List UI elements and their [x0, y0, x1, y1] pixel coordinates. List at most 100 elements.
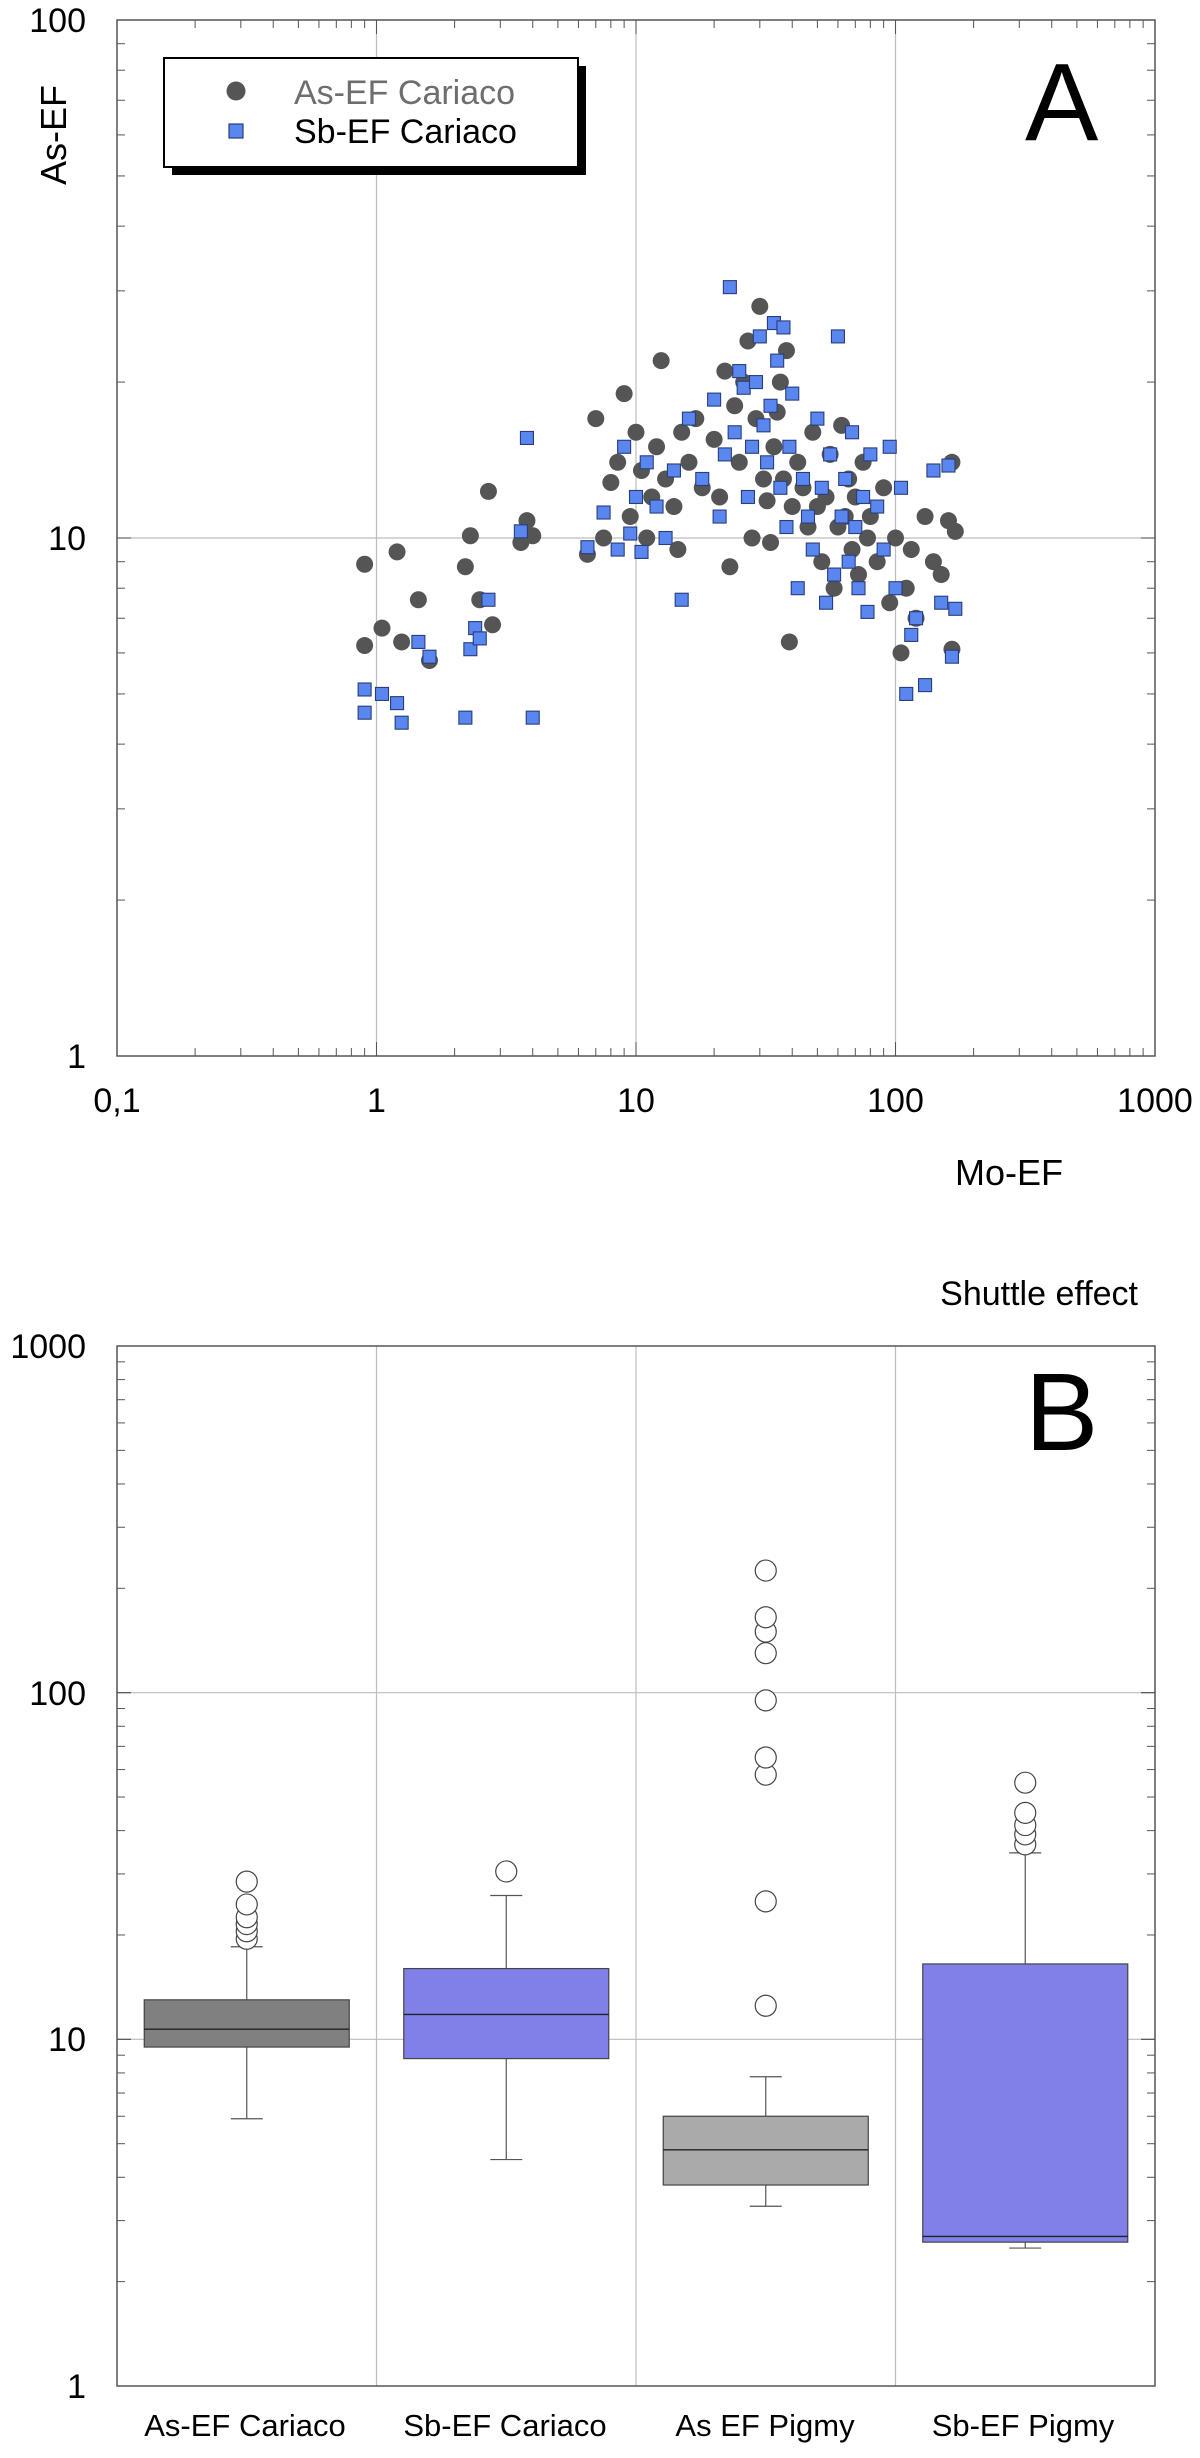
as-ef-cariaco-point	[615, 385, 633, 403]
as-ef-cariaco-point	[652, 352, 670, 370]
sb-ef-cariaco-point	[934, 595, 949, 610]
as-ef-cariaco-point	[373, 619, 391, 637]
panel-a-legend: As-EF Cariaco Sb-EF Cariaco	[163, 57, 586, 175]
as-ef-cariaco-point	[721, 558, 739, 576]
as-ef-cariaco-point	[758, 492, 776, 510]
panel-a-letter-label: A	[1025, 41, 1099, 164]
sb-ef-cariaco-point	[752, 329, 767, 344]
sb-ef-cariaco-point	[944, 649, 959, 664]
panel-b-category-sb-ef-cariaco: Sb-EF Cariaco	[403, 2408, 606, 2443]
as-ef-pigmy-outlier	[754, 1994, 777, 2017]
sb-ef-cariaco-point	[617, 439, 632, 454]
as-ef-cariaco-point	[849, 566, 867, 584]
as-ef-cariaco-point	[902, 541, 920, 559]
sb-ef-cariaco-point	[819, 595, 834, 610]
sb-ef-pigmy-box	[922, 1963, 1129, 2243]
as-ef-cariaco-point	[587, 410, 605, 428]
panel-b-boxplot: Shuttle effect 1 10 100 1000 As-EF Caria…	[10, 1275, 1156, 2443]
as-ef-cariaco-point	[946, 522, 964, 540]
sb-ef-cariaco-point	[899, 686, 914, 701]
as-ef-cariaco-point	[825, 579, 843, 597]
as-ef-cariaco-point	[780, 633, 798, 651]
sb-ef-cariaco-point	[374, 686, 390, 701]
as-ef-cariaco-point	[804, 423, 822, 441]
panel-b-y-tick-1: 1	[67, 2368, 86, 2406]
panel-a-plot-frame	[116, 19, 1156, 1057]
as-ef-cariaco-point	[673, 423, 691, 441]
panel-b-y-tick-100: 100	[29, 1675, 86, 1713]
panel-b-boxes	[143, 1559, 1129, 2249]
sb-ef-cariaco-point	[805, 542, 820, 557]
sb-ef-cariaco-point	[844, 425, 860, 440]
sb-ef-cariaco-point	[681, 411, 697, 426]
panel-a-scatter: 0,1 1 10 100 1000 1 10 100 Mo-EF As-EF A…	[29, 2, 1193, 1193]
sb-ef-cariaco-point	[628, 489, 644, 505]
sb-ef-cariaco-point	[863, 447, 878, 462]
panel-b-category-sb-ef-pigmy: Sb-EF Pigmy	[932, 2408, 1115, 2443]
panel-b-plot-frame	[116, 1345, 1156, 2387]
sb-ef-cariaco-point	[472, 631, 487, 646]
sb-ef-cariaco-point	[830, 329, 845, 344]
panel-b-y-tick-10: 10	[48, 2021, 86, 2059]
sb-ef-cariaco-box	[403, 1967, 610, 2060]
as-ef-cariaco-point	[868, 553, 886, 571]
sb-ef-cariaco-point	[926, 463, 941, 478]
panel-a-x-tick-0-1: 0,1	[93, 1082, 140, 1120]
as-ef-cariaco-point	[456, 558, 474, 576]
sb-ef-cariaco-point	[918, 678, 933, 693]
as-ef-cariaco-point	[669, 541, 687, 559]
as-ef-cariaco-point	[609, 453, 627, 471]
as-ef-pigmy-outlier	[754, 1642, 777, 1665]
as-ef-cariaco-box	[143, 1999, 350, 2048]
as-ef-cariaco-point	[388, 543, 406, 561]
sb-ef-cariaco-point	[790, 581, 805, 596]
sb-ef-cariaco-point	[785, 386, 800, 401]
sb-ef-cariaco-point	[827, 567, 842, 582]
sb-ef-cariaco-point	[782, 439, 797, 454]
sb-ef-pigmy-outlier	[1014, 1801, 1037, 1824]
panel-a-x-tick-1000: 1000	[1117, 1082, 1193, 1120]
sb-ef-cariaco-point	[814, 480, 829, 495]
sb-ef-cariaco-point	[876, 542, 891, 557]
as-ef-cariaco-outlier	[235, 1893, 258, 1916]
as-ef-pigmy-outlier	[754, 1890, 777, 1913]
sb-ef-cariaco-point	[634, 544, 649, 559]
as-ef-cariaco-point	[924, 553, 942, 571]
as-ef-cariaco-point	[479, 482, 497, 500]
sb-ef-cariaco-point	[481, 592, 496, 607]
as-ef-cariaco-point	[916, 508, 934, 526]
panel-a-points	[356, 280, 964, 730]
sb-ef-cariaco-point	[941, 458, 956, 473]
as-ef-cariaco-point	[743, 529, 761, 547]
sb-ef-cariaco-point	[800, 509, 816, 524]
sb-ef-cariaco-point	[908, 611, 924, 626]
panel-a-x-axis-label: Mo-EF	[955, 1152, 1063, 1193]
as-ef-cariaco-point	[789, 453, 807, 471]
sb-ef-cariaco-point	[810, 411, 825, 426]
panel-b-title: Shuttle effect	[940, 1275, 1138, 1313]
as-ef-cariaco-point	[813, 553, 831, 571]
sb-ef-cariaco-point	[904, 627, 919, 642]
as-ef-cariaco-point	[765, 438, 783, 456]
sb-ef-cariaco-point	[870, 499, 885, 514]
as-ef-cariaco-point	[627, 423, 645, 441]
as-ef-cariaco-point	[356, 555, 374, 573]
sb-ef-cariaco-point	[666, 463, 681, 478]
panel-b-category-as-ef-cariaco: As-EF Cariaco	[144, 2408, 346, 2443]
as-ef-cariaco-point	[595, 529, 613, 547]
as-ef-cariaco-point	[881, 594, 899, 612]
sb-ef-cariaco-point	[422, 649, 437, 664]
sb-ef-cariaco-point	[893, 480, 909, 495]
sb-ef-cariaco-point	[948, 601, 963, 616]
as-ef-cariaco-point	[705, 430, 723, 448]
as-ef-cariaco-point	[858, 529, 876, 547]
sb-ef-cariaco-point	[740, 489, 755, 505]
legend-marker-as-ef-cariaco	[226, 81, 246, 101]
as-ef-cariaco-point	[665, 498, 683, 516]
sb-ef-cariaco-point	[717, 447, 732, 462]
sb-ef-cariaco-point	[856, 489, 871, 505]
as-ef-cariaco-point	[716, 362, 734, 380]
sb-ef-cariaco-point	[795, 471, 811, 487]
panel-b-y-tick-1000: 1000	[10, 1328, 86, 1366]
